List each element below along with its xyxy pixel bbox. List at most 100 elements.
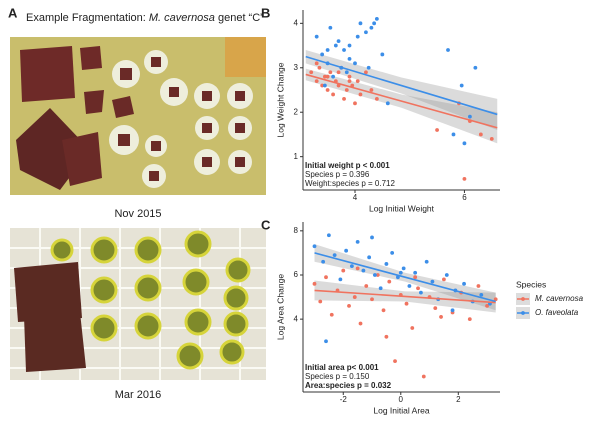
data-point xyxy=(479,292,484,297)
data-point xyxy=(355,239,360,244)
data-point xyxy=(344,88,349,92)
annotation: Initial weight p < 0.001 xyxy=(305,161,390,170)
data-point xyxy=(421,374,426,379)
data-point xyxy=(467,317,472,322)
data-point xyxy=(347,43,352,48)
data-point xyxy=(320,83,325,88)
data-point xyxy=(369,25,374,30)
data-point xyxy=(370,297,374,302)
x-tick-label: 0 xyxy=(399,395,404,404)
y-tick-label: 4 xyxy=(294,314,299,323)
panel-label: C xyxy=(261,217,271,232)
data-point xyxy=(331,74,335,79)
data-point xyxy=(317,65,322,70)
confidence-band xyxy=(305,50,498,130)
data-point xyxy=(489,136,494,141)
data-point xyxy=(370,235,374,240)
data-point xyxy=(462,281,466,286)
data-point xyxy=(322,74,327,79)
fit-line xyxy=(305,55,498,116)
fit-line xyxy=(314,289,496,304)
data-point xyxy=(374,96,379,101)
data-point xyxy=(442,277,446,282)
y-tick-label: 1 xyxy=(294,152,299,161)
legend-point xyxy=(521,311,525,315)
data-point xyxy=(352,295,357,299)
annotation: Area:species p = 0.032 xyxy=(305,381,392,390)
data-point xyxy=(328,25,333,30)
data-point xyxy=(450,308,455,313)
data-point xyxy=(353,101,357,106)
y-tick-label: 8 xyxy=(294,226,299,235)
data-point xyxy=(364,284,369,288)
data-point xyxy=(322,83,327,88)
x-axis-title: Log Initial Area xyxy=(373,405,430,415)
data-point xyxy=(476,284,481,288)
data-point xyxy=(344,70,349,75)
data-point xyxy=(468,114,472,119)
data-point xyxy=(485,303,489,308)
title-species: M. cavernosa xyxy=(149,12,215,24)
panel-label: A xyxy=(8,5,18,20)
data-point xyxy=(385,101,390,106)
data-point xyxy=(462,141,467,146)
legend-point xyxy=(521,297,525,301)
data-point xyxy=(328,70,333,75)
data-point xyxy=(324,339,328,344)
data-point xyxy=(309,70,314,75)
data-point xyxy=(347,303,351,308)
data-point xyxy=(410,326,415,330)
data-point xyxy=(390,251,395,255)
data-point xyxy=(446,48,450,52)
data-point xyxy=(493,297,498,302)
x-axis-title: Log Initial Weight xyxy=(369,203,435,213)
y-tick-label: 2 xyxy=(294,107,299,116)
data-point xyxy=(372,21,377,26)
annotation: Initial area p< 0.001 xyxy=(305,363,379,372)
data-point xyxy=(387,279,392,284)
caption: Mar 2016 xyxy=(115,389,161,401)
data-point xyxy=(326,233,331,238)
data-point xyxy=(336,70,341,75)
data-point xyxy=(324,275,328,280)
data-point xyxy=(416,286,420,291)
annotation: Weight:species p = 0.712 xyxy=(305,179,395,188)
data-point xyxy=(378,286,383,291)
data-point xyxy=(353,61,357,66)
data-point xyxy=(424,259,429,264)
data-point xyxy=(355,79,360,84)
data-point xyxy=(433,306,438,311)
data-point xyxy=(329,312,334,317)
data-point xyxy=(361,268,366,273)
data-point xyxy=(312,244,317,249)
data-point xyxy=(347,56,352,61)
data-point xyxy=(344,248,349,253)
y-tick-label: 3 xyxy=(294,63,299,72)
data-point xyxy=(401,266,406,271)
data-point xyxy=(367,255,372,260)
data-point xyxy=(314,34,319,39)
data-point xyxy=(325,74,330,79)
data-point xyxy=(342,96,346,101)
data-point xyxy=(404,301,409,306)
data-point xyxy=(430,279,435,284)
data-point xyxy=(413,275,418,280)
x-tick-label: 4 xyxy=(353,193,358,202)
y-tick-label: 4 xyxy=(294,18,299,27)
photo-nov xyxy=(10,37,266,195)
data-point xyxy=(331,92,335,97)
data-point xyxy=(364,30,368,35)
data-point xyxy=(381,308,386,313)
data-point xyxy=(398,270,403,275)
title-suffix: genet “C” xyxy=(215,12,264,24)
data-point xyxy=(321,259,326,264)
data-point xyxy=(374,16,379,21)
fit-line xyxy=(314,252,496,303)
data-point xyxy=(364,70,368,75)
data-point xyxy=(459,83,464,88)
annotation: Species p = 0.150 xyxy=(305,372,370,381)
data-point xyxy=(325,48,330,52)
data-point xyxy=(314,61,319,66)
